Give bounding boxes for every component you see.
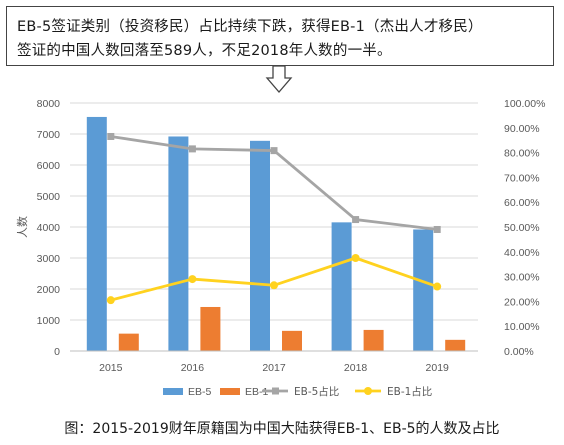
y2-tick-label: 80.00% <box>504 148 540 160</box>
figure-caption: 图：2015-2019财年原籍国为中国大陆获得EB-1、EB-5的人数及占比 <box>64 421 500 437</box>
marker-eb5-share <box>188 145 196 153</box>
y-tick-label: 8000 <box>37 98 61 110</box>
y-axis-title: 人数 <box>16 216 29 238</box>
callout-box: EB-5签证类别（投资移民）占比持续下跌，获得EB-1（杰出人才移民） 签证的中… <box>6 6 554 66</box>
callout-arrow-icon <box>265 65 293 93</box>
x-tick-label: 2017 <box>262 362 286 374</box>
legend-label: EB-1占比 <box>387 385 432 398</box>
bar-eb5 <box>250 140 270 351</box>
bars <box>86 116 466 351</box>
y-tick-label: 4000 <box>37 222 61 234</box>
legend-swatch <box>163 388 183 395</box>
legend-label: EB-1 <box>245 386 269 398</box>
marker-eb5-share <box>107 132 115 140</box>
y2-tick-label: 90.00% <box>504 123 540 135</box>
y-tick-label: 0 <box>54 346 60 358</box>
y2-tick-label: 30.00% <box>504 272 540 284</box>
y-tick-label: 3000 <box>37 253 61 265</box>
bar-eb1 <box>200 306 221 351</box>
y2-tick-label: 100.00% <box>504 98 545 110</box>
line-eb1-share <box>110 256 438 302</box>
y-tick-label: 2000 <box>37 284 61 296</box>
y2-tick-label: 50.00% <box>504 222 540 234</box>
legend-marker <box>364 387 372 395</box>
x-tick-label: 2019 <box>426 362 450 374</box>
y2-tick-label: 0.00% <box>504 346 534 358</box>
y2-tick-label: 10.00% <box>504 321 540 333</box>
bar-eb5 <box>331 222 352 351</box>
bar-eb1 <box>282 330 302 351</box>
bar-eb5 <box>86 116 107 351</box>
legend-label: EB-5占比 <box>294 385 339 398</box>
x-tick-label: 2018 <box>344 362 368 374</box>
legend-swatch <box>220 388 240 395</box>
marker-eb1-share <box>351 254 360 262</box>
marker-eb1-share <box>270 281 278 290</box>
y-tick-label: 7000 <box>37 129 61 141</box>
lines <box>106 132 442 305</box>
marker-eb1-share <box>106 296 115 305</box>
y2-tick-label: 70.00% <box>504 172 540 184</box>
chart: 0 1000 2000 3000 4000 5000 6000 7000 8000 0.00% 10… <box>16 65 545 398</box>
bar-eb5 <box>168 136 189 351</box>
y2-tick-label: 60.00% <box>504 197 540 209</box>
callout-text-line-2: 签证的中国人数回落至589人，不足2018年人数的一半。 <box>17 43 392 59</box>
bar-eb1 <box>445 339 466 351</box>
marker-eb1-share <box>188 275 197 284</box>
axes: 0 1000 2000 3000 4000 5000 6000 7000 8000 0.00% 10… <box>16 98 545 374</box>
bar-eb1 <box>118 333 139 351</box>
y2-tick-label: 40.00% <box>504 247 540 259</box>
bar-eb5 <box>413 229 434 351</box>
x-tick-label: 2016 <box>181 362 205 374</box>
y-tick-label: 5000 <box>37 191 61 203</box>
marker-eb5-share <box>352 216 360 224</box>
y2-tick-label: 20.00% <box>504 296 540 308</box>
legend-marker <box>272 387 279 395</box>
callout-text-line-1: EB-5签证类别（投资移民）占比持续下跌，获得EB-1（杰出人才移民） <box>17 19 483 35</box>
marker-eb5-share <box>433 225 441 233</box>
y-tick-label: 6000 <box>37 160 61 172</box>
bar-eb1 <box>363 329 384 351</box>
marker-eb5-share <box>270 147 278 155</box>
legend-label: EB-5 <box>188 386 212 398</box>
y-tick-label: 1000 <box>37 315 61 327</box>
marker-eb1-share <box>433 282 442 291</box>
legend: EB-5 EB-1 EB-5占比 EB-1占比 <box>163 385 432 398</box>
x-tick-label: 2015 <box>99 362 123 374</box>
